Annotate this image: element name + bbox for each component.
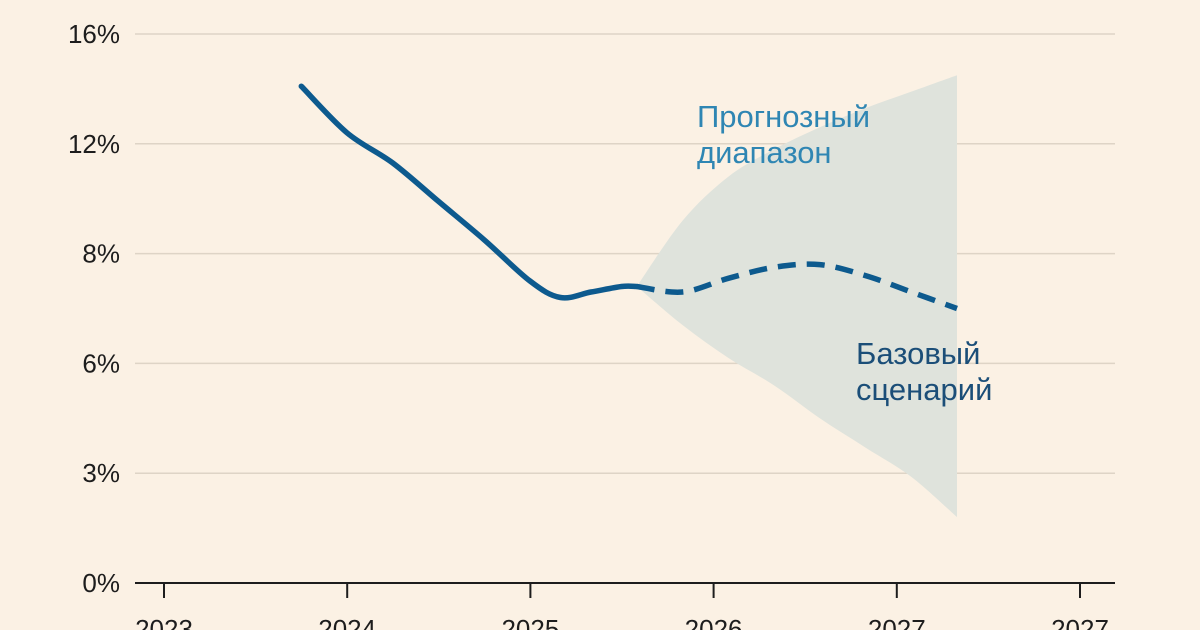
y-tick-label: 3%: [82, 458, 120, 488]
x-tick-label: 2023: [135, 614, 193, 630]
baseline-label: Базовый сценарий: [856, 336, 992, 407]
y-tick-label: 16%: [68, 19, 120, 49]
baseline-forecast-line: [636, 261, 958, 312]
x-tick-label: 2027: [1051, 614, 1109, 630]
range-label-line-1: Прогнозный: [697, 99, 870, 134]
y-tick-label: 0%: [82, 568, 120, 598]
x-tick-label: 2024: [318, 614, 376, 630]
x-axis-ticks: [163, 583, 1081, 598]
y-tick-label: 6%: [82, 348, 120, 378]
actual-series-line: [298, 83, 640, 301]
y-axis-labels: 0% 3% 6% 8% 12% 16%: [68, 19, 120, 598]
x-axis-labels: 2023 2024 2025 2026 2027 2027: [135, 614, 1109, 630]
x-tick-label: 2026: [685, 614, 743, 630]
x-tick-label: 2025: [501, 614, 559, 630]
x-tick-label: 2027: [868, 614, 926, 630]
forecast-range-band: [636, 75, 957, 518]
range-label: Прогнозный диапазон: [697, 99, 879, 170]
range-label-line-2: диапазон: [697, 135, 832, 170]
y-tick-label: 12%: [68, 129, 120, 159]
baseline-label-line-2: сценарий: [856, 372, 992, 407]
baseline-label-line-1: Базовый: [856, 336, 980, 371]
y-tick-label: 8%: [82, 239, 120, 269]
